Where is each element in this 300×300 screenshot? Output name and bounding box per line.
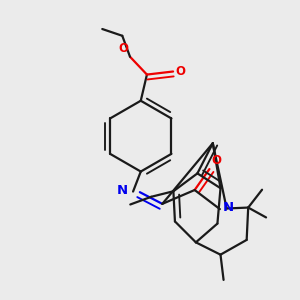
Text: N: N: [116, 184, 128, 197]
Text: O: O: [176, 65, 186, 78]
Text: N: N: [222, 201, 233, 214]
Text: O: O: [211, 154, 221, 166]
Text: O: O: [118, 42, 128, 55]
